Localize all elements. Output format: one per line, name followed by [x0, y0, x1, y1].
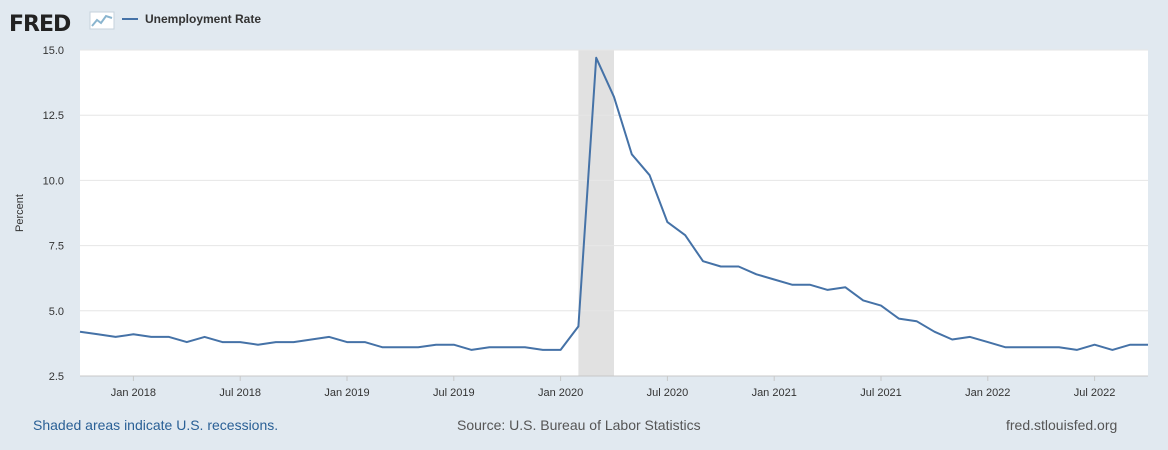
x-tick-label: Jul 2018 [219, 387, 261, 399]
x-tick-label: Jan 2022 [965, 387, 1010, 399]
y-tick-label: 10.0 [43, 175, 64, 187]
y-axis-title: Percent [14, 194, 26, 232]
recession-note: Shaded areas indicate U.S. recessions. [33, 417, 279, 433]
series-layer[interactable] [79, 56, 1148, 351]
fred-logo[interactable]: FRED [9, 11, 115, 37]
legend-label: Unemployment Rate [145, 12, 261, 26]
x-tick-label: Jul 2019 [433, 387, 475, 399]
x-tick-label: Jan 2019 [324, 387, 369, 399]
fred-logo-chart-icon [89, 11, 115, 30]
y-tick-label: 5.0 [49, 306, 64, 318]
recession-shading [578, 50, 614, 376]
y-tick-label: 15.0 [43, 45, 64, 57]
x-axis-ticks: Jan 2018 Jul 2018 Jan 2019 Jul 2019 Jan 2020… [111, 376, 1116, 399]
gridlines [80, 49, 1148, 377]
x-tick-label: Jan 2020 [538, 387, 583, 399]
x-tick-label: Jul 2021 [860, 387, 902, 399]
series-line-0[interactable] [79, 56, 1148, 351]
y-tick-label: 7.5 [49, 241, 64, 253]
x-tick-label: Jan 2018 [111, 387, 156, 399]
legend: Unemployment Rate [122, 12, 261, 26]
site-link[interactable]: fred.stlouisfed.org [1006, 417, 1118, 433]
x-tick-label: Jul 2020 [647, 387, 689, 399]
x-tick-label: Jan 2021 [752, 387, 797, 399]
source-text: Source: U.S. Bureau of Labor Statistics [457, 417, 701, 433]
fred-logo-text: FRED [9, 12, 71, 37]
recession-bar-0 [578, 50, 614, 376]
y-tick-label: 2.5 [49, 371, 64, 383]
y-axis-ticks: 2.5 5.0 7.5 10.0 12.5 15.0 [43, 45, 64, 383]
x-tick-label: Jul 2022 [1074, 387, 1116, 399]
y-tick-label: 12.5 [43, 110, 64, 122]
